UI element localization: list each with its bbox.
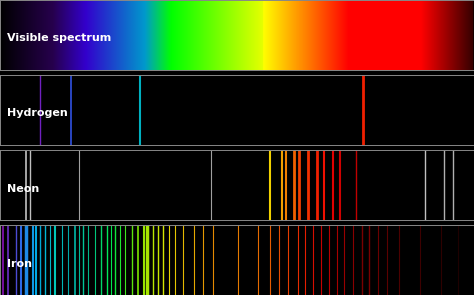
Text: Visible spectrum: Visible spectrum bbox=[7, 33, 111, 43]
Text: Iron: Iron bbox=[7, 259, 32, 269]
Text: Hydrogen: Hydrogen bbox=[7, 108, 68, 118]
Text: Neon: Neon bbox=[7, 183, 39, 194]
